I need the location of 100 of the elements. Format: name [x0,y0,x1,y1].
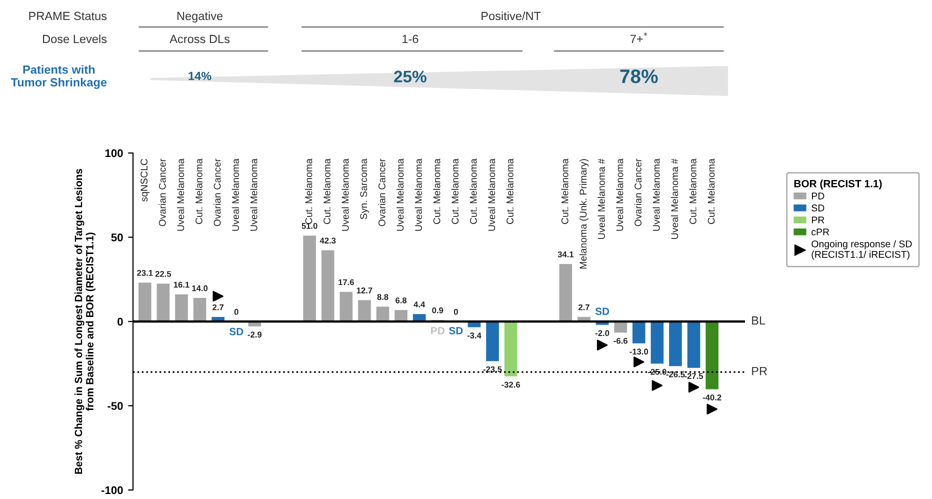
text: Patients with Tumor Shrinkage [10,65,107,89]
bar [394,310,408,322]
x-tick-label: Uveal Melanoma [232,158,239,231]
bar [669,322,682,366]
legend-label: cPR [812,228,830,236]
bar [504,322,518,376]
data-label: -2.0 [595,330,610,336]
data-label: 4.4 [414,302,426,308]
data-label: 0.9 [432,307,444,314]
x-tick-label: Cut. Melanoma [506,158,514,224]
data-label: 34.1 [558,251,574,258]
legend-label: PR [812,216,824,224]
x-tick-label: Uveal Melanoma [414,158,422,231]
data-label: -6.6 [614,338,628,344]
point [212,290,224,302]
bar [632,322,646,344]
y-tick-label: 0 [118,318,123,326]
x-tick-label: Cut. Melanoma [451,158,459,224]
x-tick-label: Uveal Melanoma [342,158,349,231]
data-label: -13.0 [630,348,648,355]
point [596,340,608,350]
bar [358,300,371,322]
bar [559,264,572,322]
x-tick-label: Cut. Melanoma [323,158,330,224]
bar [486,322,499,362]
x-tick-label: sqNSCLC [140,158,150,202]
x-tick-label: Ovarian Cancer [378,158,386,226]
x-tick-label: Uveal Melanoma [652,158,660,231]
bar [687,322,700,368]
bar [193,298,206,322]
x-tick-label: Uveal Melanoma # [598,158,605,239]
x-tick-label: Cut. Melanoma [305,158,312,224]
x-tick-label: Cut. Melanoma [433,158,440,224]
point [634,356,644,368]
data-label: 0 [234,308,238,315]
legend-title: BOR (RECIST 1.1) [794,180,882,190]
data-label: -2.9 [248,332,262,338]
x-tick-label: Uveal Melanoma [176,158,184,231]
data-label: 2.7 [212,304,224,310]
text: Negative [177,12,223,22]
x-tick-label: Ovarian Cancer [158,158,166,226]
data-label: 14.0 [192,285,208,292]
text: Positive/NT [482,12,541,20]
legend-label: Ongoing response / SD (RECIST1.1/ iRECIST) [812,240,912,260]
data-label: 51.0 [302,222,318,229]
point [652,380,663,391]
y-tick-label: 100 [105,149,123,158]
legend-label: SD [812,204,824,212]
data-label: -27.5 [684,373,704,380]
x-tick-label: Uveal Melanoma [616,158,624,231]
data-label: -25.0 [648,368,666,375]
data-label: 8.8 [377,294,388,300]
data-label: 12.7 [356,287,372,294]
bar [175,294,188,322]
y-tick-label: -100 [101,486,123,494]
x-tick-label: Cut. Melanoma [708,158,715,224]
annotation: PD [431,327,444,334]
x-tick-label: Cut. Melanoma [195,158,202,224]
data-label: 42.3 [320,238,336,244]
bar [706,322,718,390]
point [688,382,700,393]
text: Across DLs [170,34,230,44]
data-label: 16.1 [174,282,190,288]
x-tick-label: Melanoma (Unk. Primary) [579,159,589,268]
bar [614,322,627,333]
text: 25% [394,70,426,82]
data-label: -32.6 [502,382,520,388]
ref-line-label: BL [752,316,766,325]
text: 1-6 [402,34,418,44]
data-label: -40.2 [702,394,722,400]
x-tick-label: Uveal Melanoma # [670,158,678,239]
bar [303,236,316,322]
legend-label: PD [812,192,824,200]
x-tick-label: Cut. Melanoma [689,158,696,224]
text: Dose Levels [43,34,107,44]
ref-line-label: PR [752,366,767,376]
text: 78% [620,69,658,84]
x-tick-label: Cut. Melanoma [470,158,477,224]
data-label: 17.6 [338,279,354,286]
x-tick-label: Cut. Melanoma [561,158,568,224]
y-axis-title: Best % Change in Sum of Longest Diameter of Target Lesions from Baseline and BOR (RECIST1.1) [74,168,96,474]
x-tick-label: Uveal Melanoma [488,158,496,231]
y-tick-label: 50 [111,234,123,242]
data-label: 0 [454,308,458,315]
bar [376,306,390,322]
annotation: SD [229,328,244,336]
bar [156,284,170,322]
x-tick-label: Ovarian Cancer [634,158,642,226]
x-tick-label: Uveal Melanoma [250,158,258,231]
text: 7+$^{*}$ [630,32,648,43]
point [706,404,718,414]
text: 14% [188,72,212,80]
bar [650,322,664,364]
data-label: 23.1 [137,270,153,276]
text: PRAME Status [29,12,107,20]
annotation: SD [448,327,463,334]
data-label: 22.5 [155,270,172,277]
data-label: -3.4 [467,332,482,338]
x-tick-label: Uveal Melanoma [396,158,404,231]
data-label: 6.8 [396,297,407,304]
